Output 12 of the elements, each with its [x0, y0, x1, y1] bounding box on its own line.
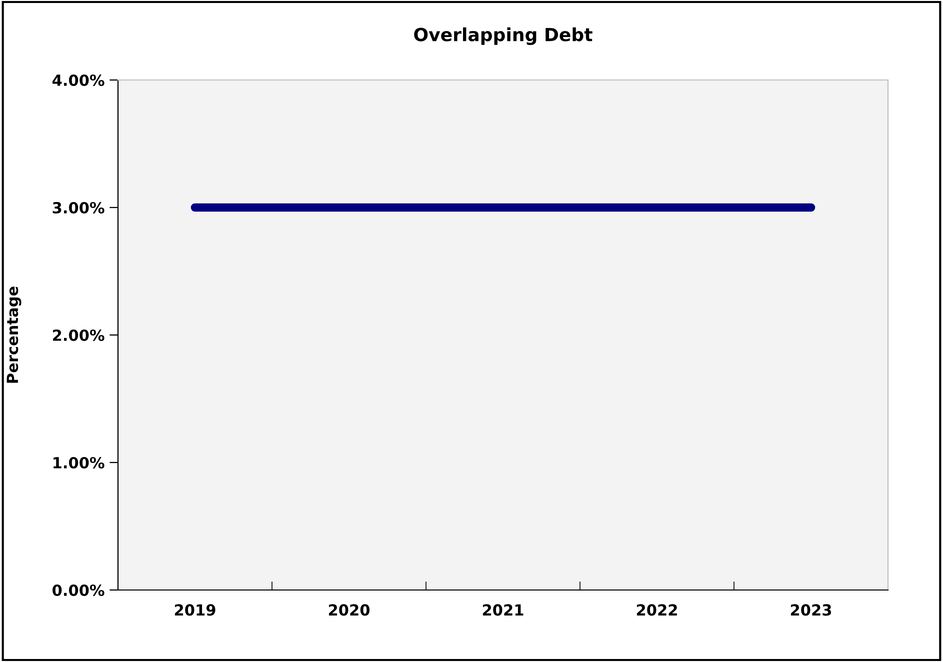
- x-tick-label: 2019: [174, 604, 216, 616]
- y-axis-title: Percentage: [6, 286, 22, 383]
- y-tick-label: 1.00%: [54, 456, 104, 469]
- x-tick-label: 2020: [328, 604, 370, 616]
- x-tick-label: 2021: [482, 604, 524, 616]
- y-tick-label: 2.00%: [53, 329, 104, 342]
- chart-title: Overlapping Debt: [414, 27, 592, 46]
- y-tick-label: 0.00%: [52, 584, 104, 596]
- y-tick-label: 4.00%: [52, 74, 104, 86]
- y-tick-label: 3.00%: [52, 202, 104, 214]
- x-tick-label: 2023: [790, 604, 832, 616]
- x-tick-label: 2022: [636, 604, 677, 616]
